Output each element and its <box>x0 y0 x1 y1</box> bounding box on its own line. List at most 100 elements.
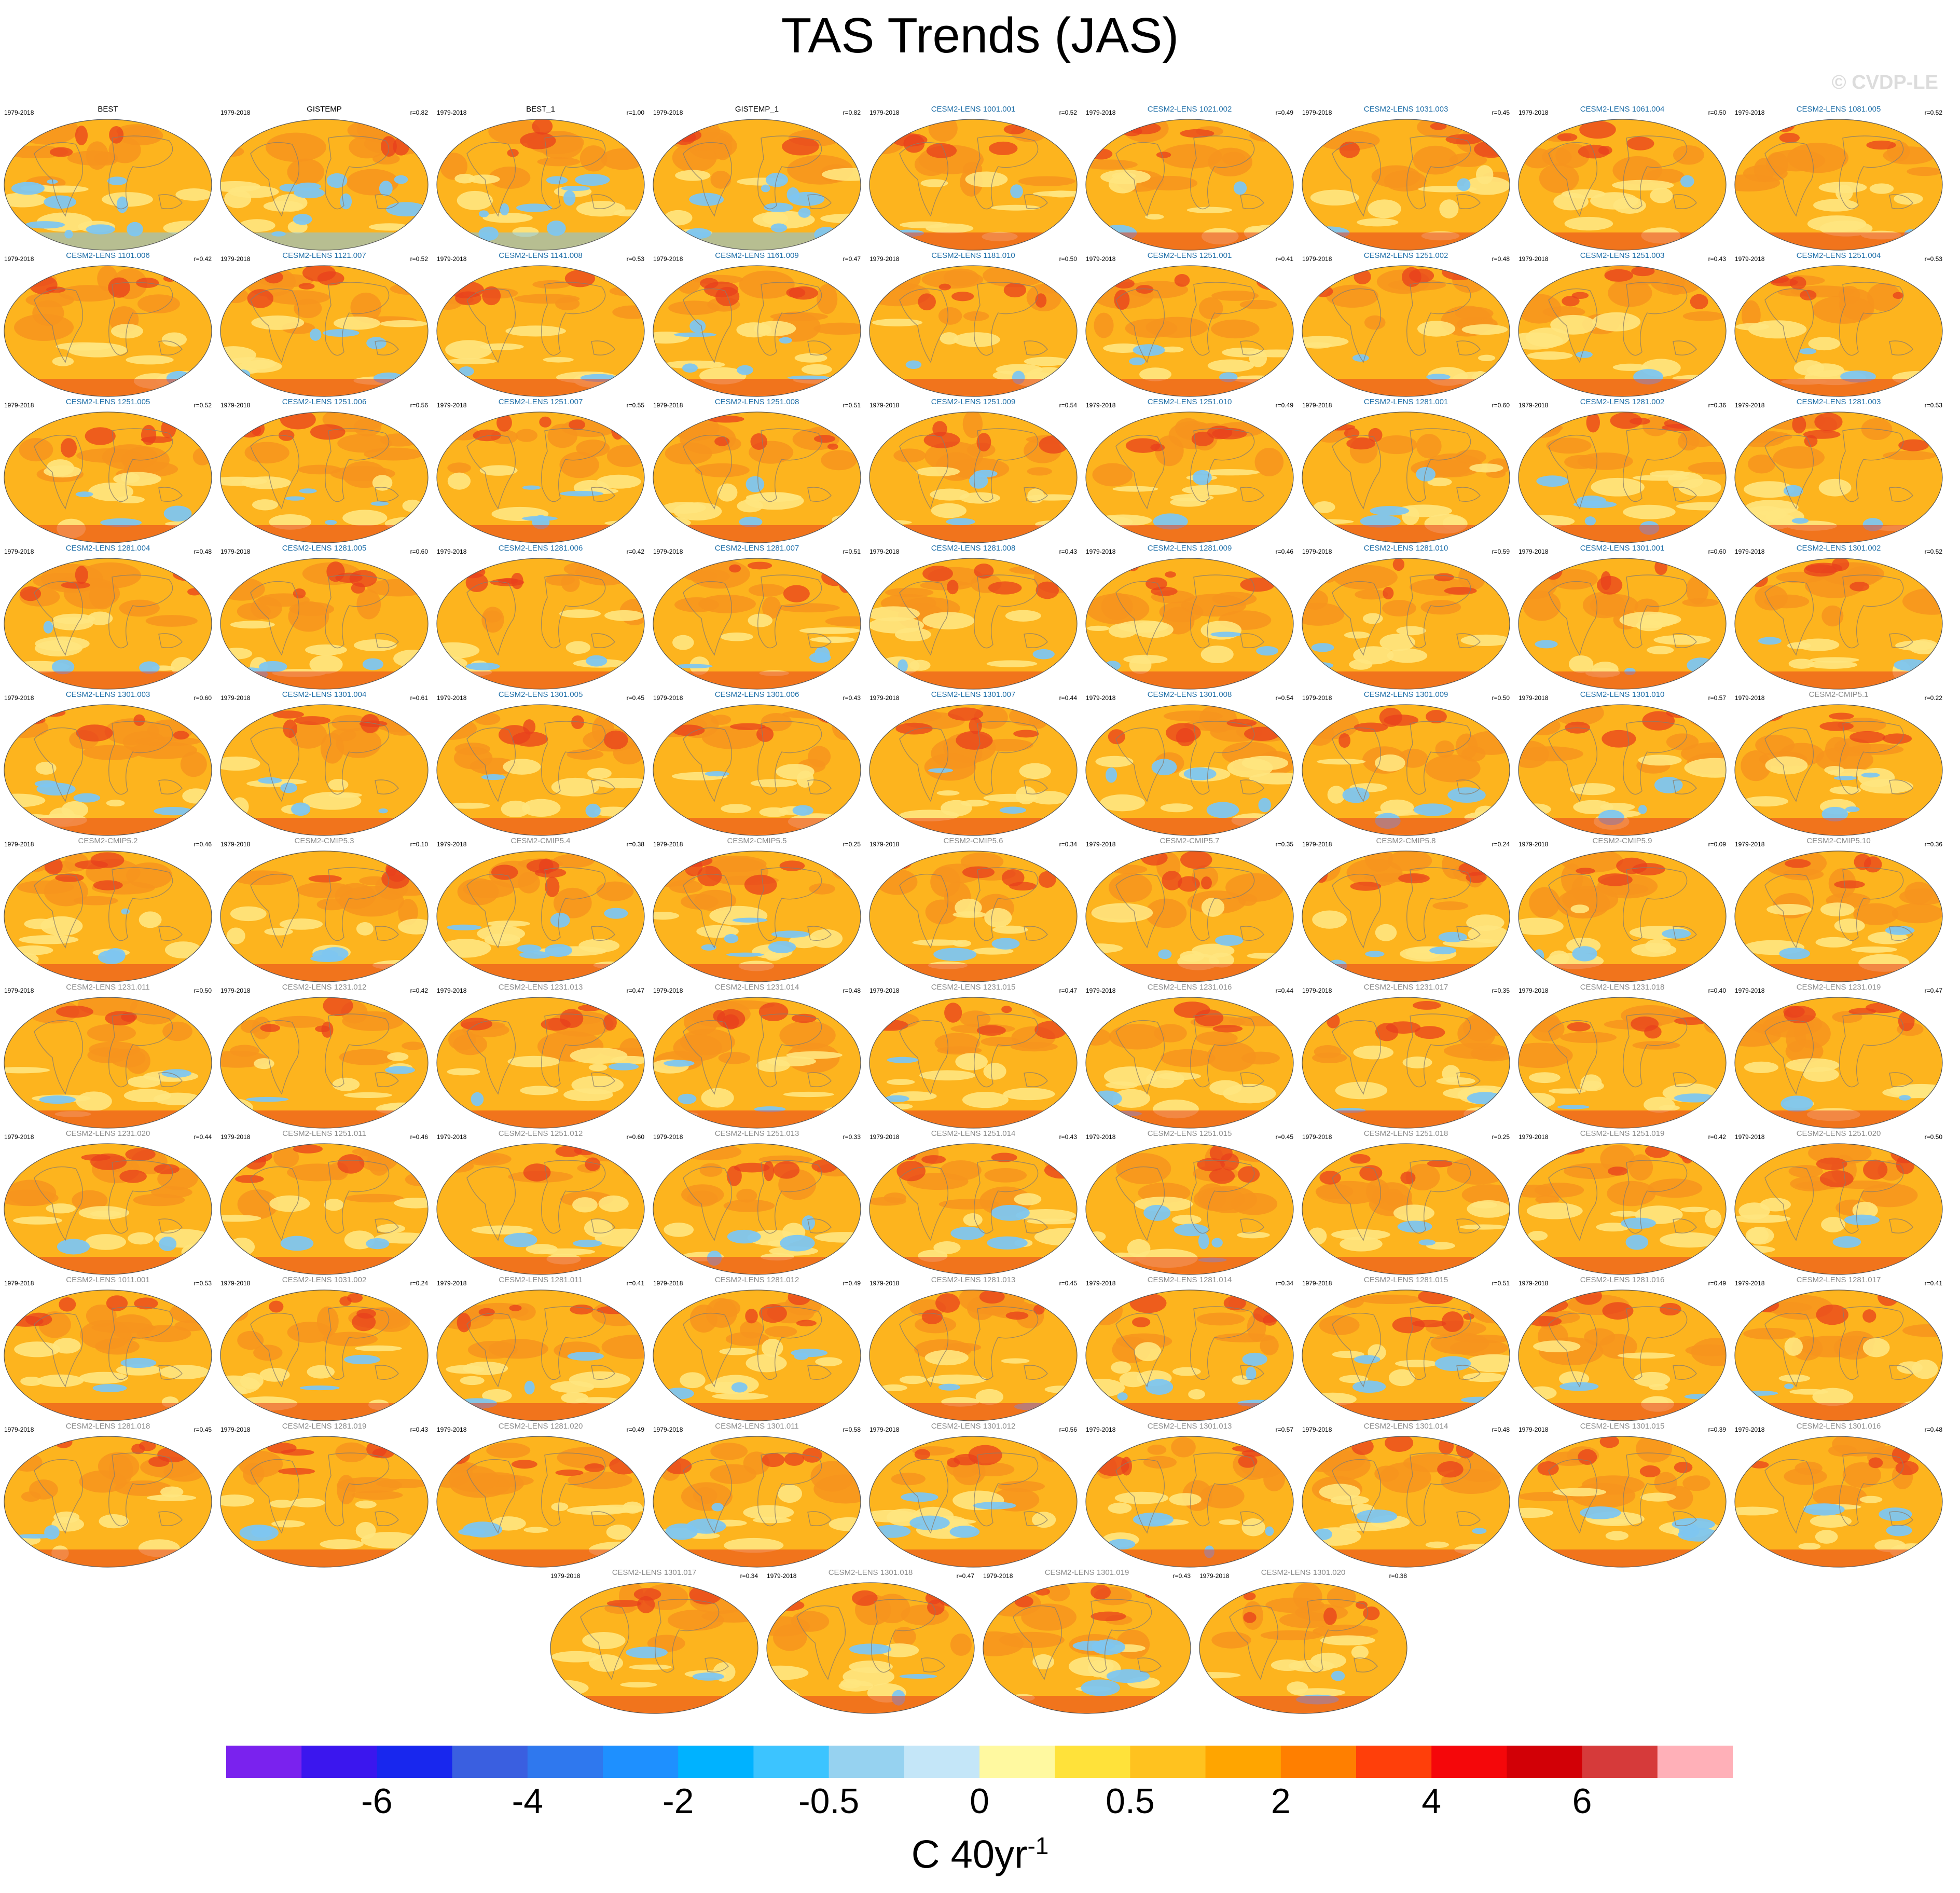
colorbar-swatch <box>1431 1746 1507 1778</box>
map-panel: 1979-2018 CESM2-LENS 1301.019 r=0.43 <box>979 1568 1195 1717</box>
world-map <box>1085 1436 1294 1568</box>
panel-period: 1979-2018 <box>4 1426 34 1433</box>
panel-title: CESM2-CMIP5.9 <box>1592 836 1652 845</box>
map-panel: 1979-2018 CESM2-LENS 1281.005 r=0.60 <box>216 544 432 692</box>
panel-correlation: r=0.34 <box>740 1572 758 1580</box>
world-map <box>436 704 645 836</box>
panel-correlation: r=0.44 <box>1059 694 1077 702</box>
panel-correlation: r=0.54 <box>1059 402 1077 409</box>
panel-period: 1979-2018 <box>437 841 467 848</box>
panel-correlation: r=0.51 <box>843 548 861 555</box>
panel-title: CESM2-LENS 1281.018 <box>65 1422 150 1431</box>
world-map <box>1302 265 1510 397</box>
world-map <box>766 1582 975 1714</box>
world-map <box>4 704 212 836</box>
map-panel: 1979-2018 CESM2-LENS 1301.005 r=0.45 <box>433 690 648 839</box>
map-panel: 1979-2018 CESM2-LENS 1281.015 r=0.51 <box>1298 1275 1514 1424</box>
world-map <box>1734 1436 1943 1568</box>
panel-correlation: r=0.47 <box>1059 987 1077 994</box>
world-map <box>436 265 645 397</box>
panel-period: 1979-2018 <box>1519 109 1549 116</box>
panel-correlation: r=0.25 <box>843 841 861 848</box>
map-panel: 1979-2018 CESM2-LENS 1301.010 r=0.57 <box>1514 690 1730 839</box>
world-map <box>1085 1290 1294 1421</box>
panel-correlation: r=0.53 <box>626 255 644 263</box>
map-panel: 1979-2018 CESM2-LENS 1231.020 r=0.44 <box>0 1129 216 1278</box>
panel-title: CESM2-LENS 1101.006 <box>66 251 150 260</box>
world-map <box>869 997 1078 1129</box>
map-panel: 1979-2018 CESM2-LENS 1251.014 r=0.43 <box>865 1129 1081 1278</box>
panel-title: CESM2-LENS 1081.005 <box>1796 105 1881 114</box>
panel-correlation: r=0.22 <box>1924 694 1942 702</box>
colorbar-swatch <box>1657 1746 1733 1778</box>
colorbar <box>226 1746 1733 1778</box>
panel-correlation: r=0.42 <box>626 548 644 555</box>
panel-period: 1979-2018 <box>1086 255 1116 263</box>
units-main: C 40yr <box>911 1832 1028 1877</box>
panel-period: 1979-2018 <box>1086 109 1116 116</box>
panel-period: 1979-2018 <box>653 109 683 116</box>
panel-period: 1979-2018 <box>653 1426 683 1433</box>
map-panel: 1979-2018 CESM2-LENS 1281.014 r=0.34 <box>1082 1275 1298 1424</box>
map-panel: 1979-2018 CESM2-LENS 1301.015 r=0.39 <box>1514 1422 1730 1570</box>
world-map <box>1302 704 1510 836</box>
map-panel: 1979-2018 CESM2-LENS 1231.011 r=0.50 <box>0 983 216 1131</box>
panel-title: CESM2-LENS 1251.005 <box>65 397 150 406</box>
panel-period: 1979-2018 <box>220 548 251 555</box>
panel-title: CESM2-LENS 1301.001 <box>1580 544 1665 553</box>
map-panel: 1979-2018 CESM2-LENS 1231.017 r=0.35 <box>1298 983 1514 1131</box>
map-panel: 1979-2018 CESM2-LENS 1301.001 r=0.60 <box>1514 544 1730 692</box>
panel-period: 1979-2018 <box>767 1572 797 1580</box>
colorbar-tick-label: -4 <box>512 1781 544 1821</box>
panel-correlation: r=0.48 <box>194 548 212 555</box>
world-map <box>1734 1290 1943 1421</box>
world-map <box>653 411 861 543</box>
panel-correlation: r=0.55 <box>626 402 644 409</box>
panel-title: CESM2-LENS 1251.006 <box>282 397 367 406</box>
panel-period: 1979-2018 <box>653 694 683 702</box>
panel-period: 1979-2018 <box>437 1133 467 1141</box>
panel-correlation: r=0.52 <box>1059 109 1077 116</box>
world-map <box>1518 1290 1727 1421</box>
map-panel: 1979-2018 CESM2-LENS 1251.009 r=0.54 <box>865 397 1081 546</box>
map-panel: 1979-2018 CESM2-LENS 1251.004 r=0.53 <box>1731 251 1947 400</box>
panel-title: BEST_1 <box>526 105 555 114</box>
panel-period: 1979-2018 <box>550 1572 581 1580</box>
panel-correlation: r=0.45 <box>1492 109 1510 116</box>
panel-title: CESM2-LENS 1301.011 <box>715 1422 799 1431</box>
map-panel: 1979-2018 CESM2-LENS 1011.001 r=0.53 <box>0 1275 216 1424</box>
panel-title: CESM2-LENS 1301.008 <box>1147 690 1232 699</box>
map-panel: 1979-2018 CESM2-LENS 1021.002 r=0.49 <box>1082 105 1298 253</box>
panel-period: 1979-2018 <box>1735 109 1765 116</box>
panel-period: 1979-2018 <box>4 109 34 116</box>
panel-title: CESM2-LENS 1181.010 <box>931 251 1015 260</box>
panel-correlation: r=0.60 <box>626 1133 644 1141</box>
panel-correlation: r=0.34 <box>1059 841 1077 848</box>
colorbar-swatch <box>1280 1746 1357 1778</box>
panel-title: GISTEMP <box>307 105 342 114</box>
map-panel: 1979-2018 CESM2-LENS 1301.011 r=0.58 <box>649 1422 865 1570</box>
panel-title: CESM2-LENS 1301.003 <box>65 690 150 699</box>
world-map <box>4 265 212 397</box>
map-panel: 1979-2018 CESM2-LENS 1301.018 r=0.47 <box>763 1568 978 1717</box>
panel-correlation: r=0.42 <box>410 987 428 994</box>
panel-correlation: r=0.50 <box>1492 694 1510 702</box>
panel-period: 1979-2018 <box>1302 987 1332 994</box>
panel-correlation: r=0.50 <box>1708 109 1726 116</box>
panel-title: CESM2-LENS 1251.004 <box>1796 251 1881 260</box>
world-map <box>1518 1436 1727 1568</box>
panel-title: CESM2-CMIP5.1 <box>1809 690 1869 699</box>
panel-title: CESM2-LENS 1281.020 <box>498 1422 583 1431</box>
panel-correlation: r=0.48 <box>843 987 861 994</box>
panel-correlation: r=0.36 <box>1708 402 1726 409</box>
panel-title: CESM2-LENS 1301.019 <box>1044 1568 1129 1577</box>
world-map <box>1302 1290 1510 1421</box>
map-panel: 1979-2018 CESM2-LENS 1251.019 r=0.42 <box>1514 1129 1730 1278</box>
panel-period: 1979-2018 <box>1735 1133 1765 1141</box>
panel-title: CESM2-LENS 1231.018 <box>1580 983 1665 992</box>
world-map <box>653 997 861 1129</box>
panel-correlation: r=0.82 <box>843 109 861 116</box>
panel-period: 1979-2018 <box>869 841 900 848</box>
panel-correlation: r=0.53 <box>1924 402 1942 409</box>
panel-period: 1979-2018 <box>220 1280 251 1287</box>
